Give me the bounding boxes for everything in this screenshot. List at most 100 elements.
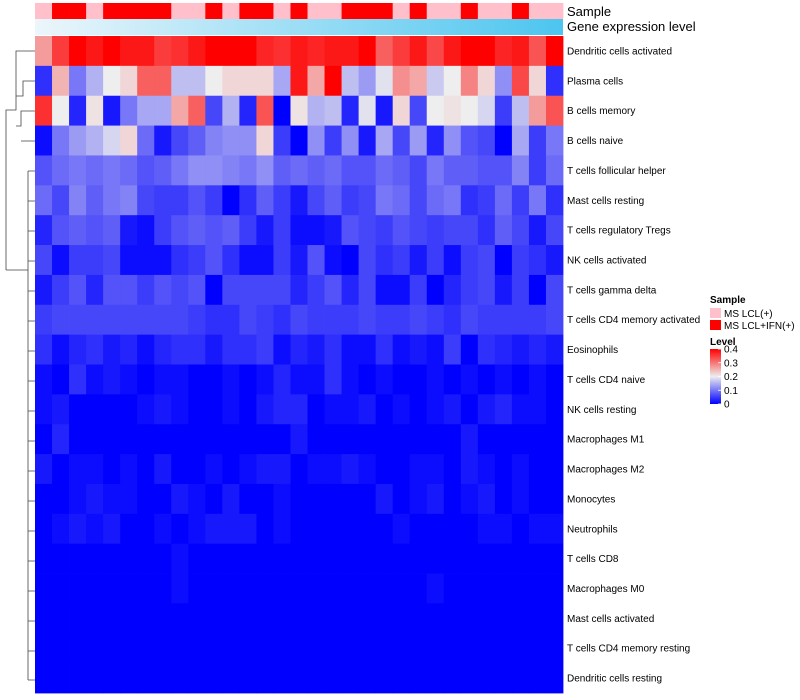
- heatmap-cell: [239, 603, 257, 634]
- heatmap-cell: [103, 424, 121, 455]
- heatmap-cell: [35, 543, 53, 574]
- heatmap-cell: [494, 155, 513, 186]
- heatmap-cell: [511, 483, 530, 515]
- heatmap-cell: [273, 513, 291, 545]
- heatmap-cell: [324, 603, 342, 634]
- heatmap-cell: [341, 394, 360, 425]
- heatmap-cell: [205, 185, 223, 216]
- heatmap-cell: [324, 513, 342, 545]
- heatmap-cell: [307, 364, 325, 395]
- heatmap-cell: [120, 513, 138, 545]
- heatmap-cell: [103, 573, 121, 604]
- heatmap-cell: [120, 394, 138, 425]
- heatmap-cell: [460, 155, 479, 186]
- heatmap-cell: [188, 245, 206, 276]
- heatmap-cell: [188, 304, 206, 336]
- heatmap-cell: [52, 663, 70, 694]
- sample-annotation-cell: [205, 3, 223, 19]
- heatmap-cell: [86, 603, 104, 634]
- level-tick-label: 0.1: [724, 386, 738, 397]
- heatmap-cell: [52, 215, 70, 246]
- heatmap-cell: [545, 95, 564, 126]
- heatmap-cell: [307, 215, 325, 246]
- heatmap-cell: [290, 454, 308, 485]
- heatmap-cell: [205, 95, 223, 126]
- heatmap-cell: [120, 454, 138, 485]
- heatmap-cell: [324, 633, 342, 664]
- heatmap-cell: [528, 125, 547, 156]
- sample-annotation-cell: [52, 3, 70, 19]
- sample-annotation-cell: [409, 3, 428, 19]
- heatmap-cell: [511, 513, 530, 545]
- heatmap-cell: [375, 65, 394, 97]
- heatmap-cell: [188, 454, 206, 485]
- row-label: T cells regulatory Tregs: [567, 226, 671, 237]
- heatmap-cell: [290, 185, 308, 216]
- row-label: NK cells activated: [567, 255, 646, 266]
- heatmap-cell: [171, 633, 189, 664]
- sample-legend-title: Sample: [710, 295, 746, 306]
- heatmap-cell: [494, 185, 513, 216]
- heatmap-cell: [239, 364, 257, 395]
- heatmap-cell: [511, 424, 530, 455]
- heatmap-cell: [137, 513, 155, 545]
- heatmap-cell: [494, 334, 513, 365]
- heatmap-cell: [171, 155, 189, 186]
- heatmap-cell: [154, 185, 172, 216]
- heatmap-cell: [545, 424, 564, 455]
- heatmap-cell: [137, 125, 155, 156]
- heatmap-cell: [511, 155, 530, 186]
- row-label: Macrophages M0: [567, 584, 645, 595]
- heatmap-cell: [375, 215, 394, 246]
- heatmap-cell: [188, 633, 206, 664]
- heatmap-cell: [290, 663, 308, 694]
- heatmap-cell: [52, 155, 70, 186]
- heatmap-cell: [256, 483, 274, 515]
- heatmap-cell: [426, 185, 445, 216]
- heatmap-cell: [52, 394, 70, 425]
- heatmap-cell: [137, 95, 155, 126]
- heatmap-cell: [307, 513, 325, 545]
- heatmap-cell: [307, 454, 325, 485]
- heatmap-cell: [341, 274, 360, 306]
- heatmap-cell: [256, 95, 274, 126]
- heatmap-cell: [35, 663, 53, 694]
- heatmap-cell: [426, 274, 445, 306]
- heatmap-cell: [392, 215, 411, 246]
- heatmap-cell: [545, 36, 564, 67]
- heatmap-cell: [426, 334, 445, 365]
- sample-annotation-cell: [154, 3, 172, 19]
- heatmap-cell: [494, 394, 513, 425]
- heatmap-cell: [375, 424, 394, 455]
- heatmap-cell: [528, 304, 547, 336]
- level-tick-label: 0.3: [724, 358, 738, 369]
- heatmap-cell: [86, 185, 104, 216]
- heatmap-cell: [341, 663, 360, 694]
- heatmap-cell: [426, 364, 445, 395]
- heatmap-cell: [154, 663, 172, 694]
- heatmap-cell: [324, 274, 342, 306]
- heatmap-cell: [120, 245, 138, 276]
- heatmap-cell: [426, 394, 445, 425]
- heatmap-cell: [392, 394, 411, 425]
- heatmap-cell: [477, 155, 496, 186]
- heatmap-cell: [239, 185, 257, 216]
- heatmap-cell: [341, 95, 360, 126]
- heatmap-cell: [69, 424, 87, 455]
- heatmap-cell: [477, 513, 496, 545]
- heatmap-cell: [341, 364, 360, 395]
- heatmap-cell: [69, 304, 87, 336]
- heatmap-cell: [324, 125, 342, 156]
- heatmap-cell: [205, 215, 223, 246]
- heatmap-cell: [392, 304, 411, 336]
- heatmap-cell: [273, 633, 291, 664]
- heatmap-cell: [52, 483, 70, 515]
- sample-annotation-cell: [290, 3, 308, 19]
- heatmap-cell: [545, 603, 564, 634]
- heatmap-cell: [545, 185, 564, 216]
- sample-annotation-cell: [256, 3, 274, 19]
- sample-annotation-cell: [222, 3, 240, 19]
- heatmap-cell: [392, 95, 411, 126]
- heatmap-cell: [511, 274, 530, 306]
- row-label: Neutrophils: [567, 524, 618, 535]
